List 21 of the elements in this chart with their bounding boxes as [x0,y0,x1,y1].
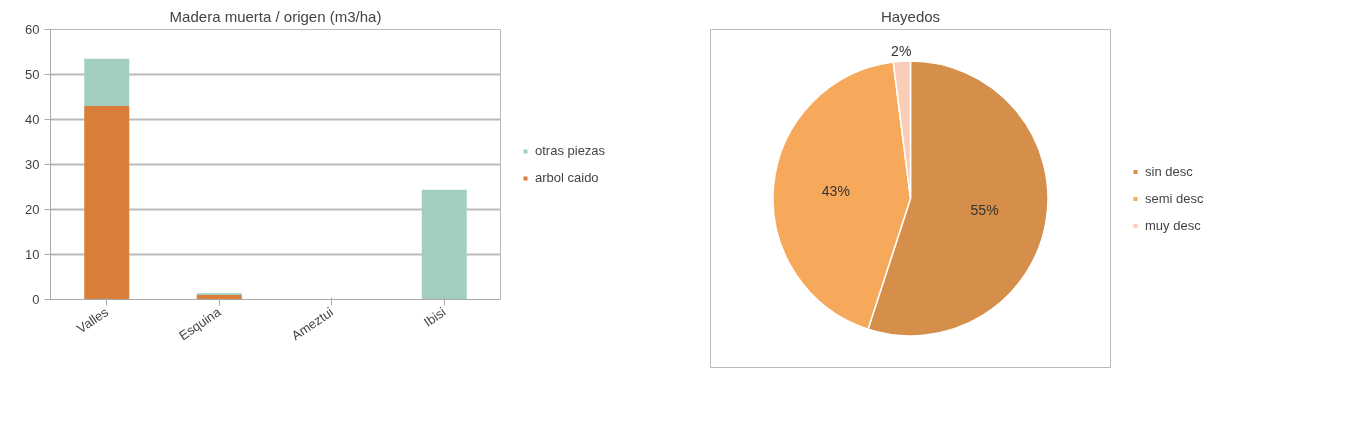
bar [84,106,130,300]
chart-title: Madera muerta / origen (m3/ha) [169,7,382,25]
data-label: 43% [821,183,850,200]
y-tick-label: 0 [32,292,40,307]
y-tick-label: 40 [25,112,40,127]
y-tick-label: 30 [25,157,40,172]
y-tick-label: 10 [25,247,40,262]
legend-label: otras piezas [535,143,606,158]
y-tick-label: 20 [25,202,40,217]
data-label: 55% [970,202,999,219]
legend-label: muy desc [1145,217,1201,233]
chart-title: Hayedos [880,7,941,25]
bar [421,189,467,300]
y-tick-label: 60 [25,22,40,37]
legend-label: arbol caido [535,170,599,185]
bar [84,58,130,106]
data-label: 2% [891,43,912,60]
y-tick-label: 50 [25,67,40,82]
legend-label: sin desc [1145,163,1193,179]
legend-label: semi desc [1145,190,1204,206]
x-tick-label: Ibisi [420,304,449,330]
